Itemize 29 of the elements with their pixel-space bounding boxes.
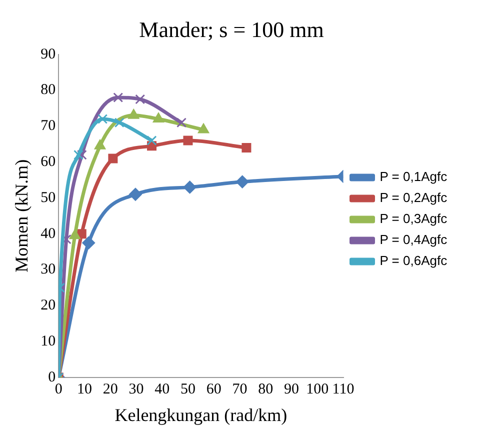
x-tick-label: 60 bbox=[206, 381, 222, 398]
y-tick-label: 90 bbox=[40, 46, 56, 62]
x-tick-label: 50 bbox=[180, 381, 196, 398]
y-tick-label: 70 bbox=[40, 118, 56, 134]
x-tick-label: 80 bbox=[258, 381, 274, 398]
y-tick-label: 60 bbox=[40, 154, 56, 170]
legend-label: P = 0,3Agfc bbox=[380, 211, 448, 226]
legend-label: P = 0,6Agfc bbox=[380, 253, 448, 268]
x-tick-label: 30 bbox=[128, 381, 144, 398]
x-tick-label: 70 bbox=[232, 381, 248, 398]
x-tick-label: 100 bbox=[306, 381, 329, 398]
legend-label: P = 0,2Agfc bbox=[380, 190, 448, 206]
x-tick-label: 110 bbox=[332, 381, 354, 398]
y-tick-label: 10 bbox=[40, 333, 56, 350]
y-tick-label: 0 bbox=[48, 369, 56, 386]
chart-title: Mander; s = 100 mm bbox=[139, 16, 324, 42]
x-axis-title: Kelengkungan (rad/km) bbox=[114, 404, 288, 425]
y-tick-label: 20 bbox=[40, 298, 56, 314]
x-tick-label: 20 bbox=[102, 381, 118, 398]
x-tick-label: 40 bbox=[154, 381, 170, 398]
y-tick-label: 50 bbox=[40, 190, 56, 206]
legend-label: P = 0,1Agfc bbox=[380, 169, 448, 184]
y-tick-label: 30 bbox=[40, 262, 56, 278]
legend-label: P = 0,4Agfc bbox=[380, 232, 448, 248]
x-tick-label: 90 bbox=[284, 381, 299, 398]
y-tick-label: 80 bbox=[40, 82, 56, 98]
y-axis-title: Momen (kN.m) bbox=[12, 159, 32, 272]
y-tick-label: 40 bbox=[40, 226, 56, 242]
x-tick-label: 10 bbox=[76, 381, 92, 398]
